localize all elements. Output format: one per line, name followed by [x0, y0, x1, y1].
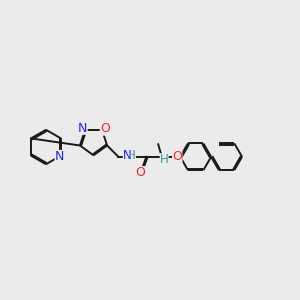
Text: N: N [123, 149, 132, 162]
Text: O: O [172, 150, 182, 163]
Text: O: O [135, 166, 145, 179]
Text: O: O [100, 122, 110, 135]
Text: N: N [78, 122, 88, 135]
Text: N: N [55, 150, 64, 163]
Text: H: H [127, 149, 136, 162]
Text: H: H [160, 153, 169, 166]
